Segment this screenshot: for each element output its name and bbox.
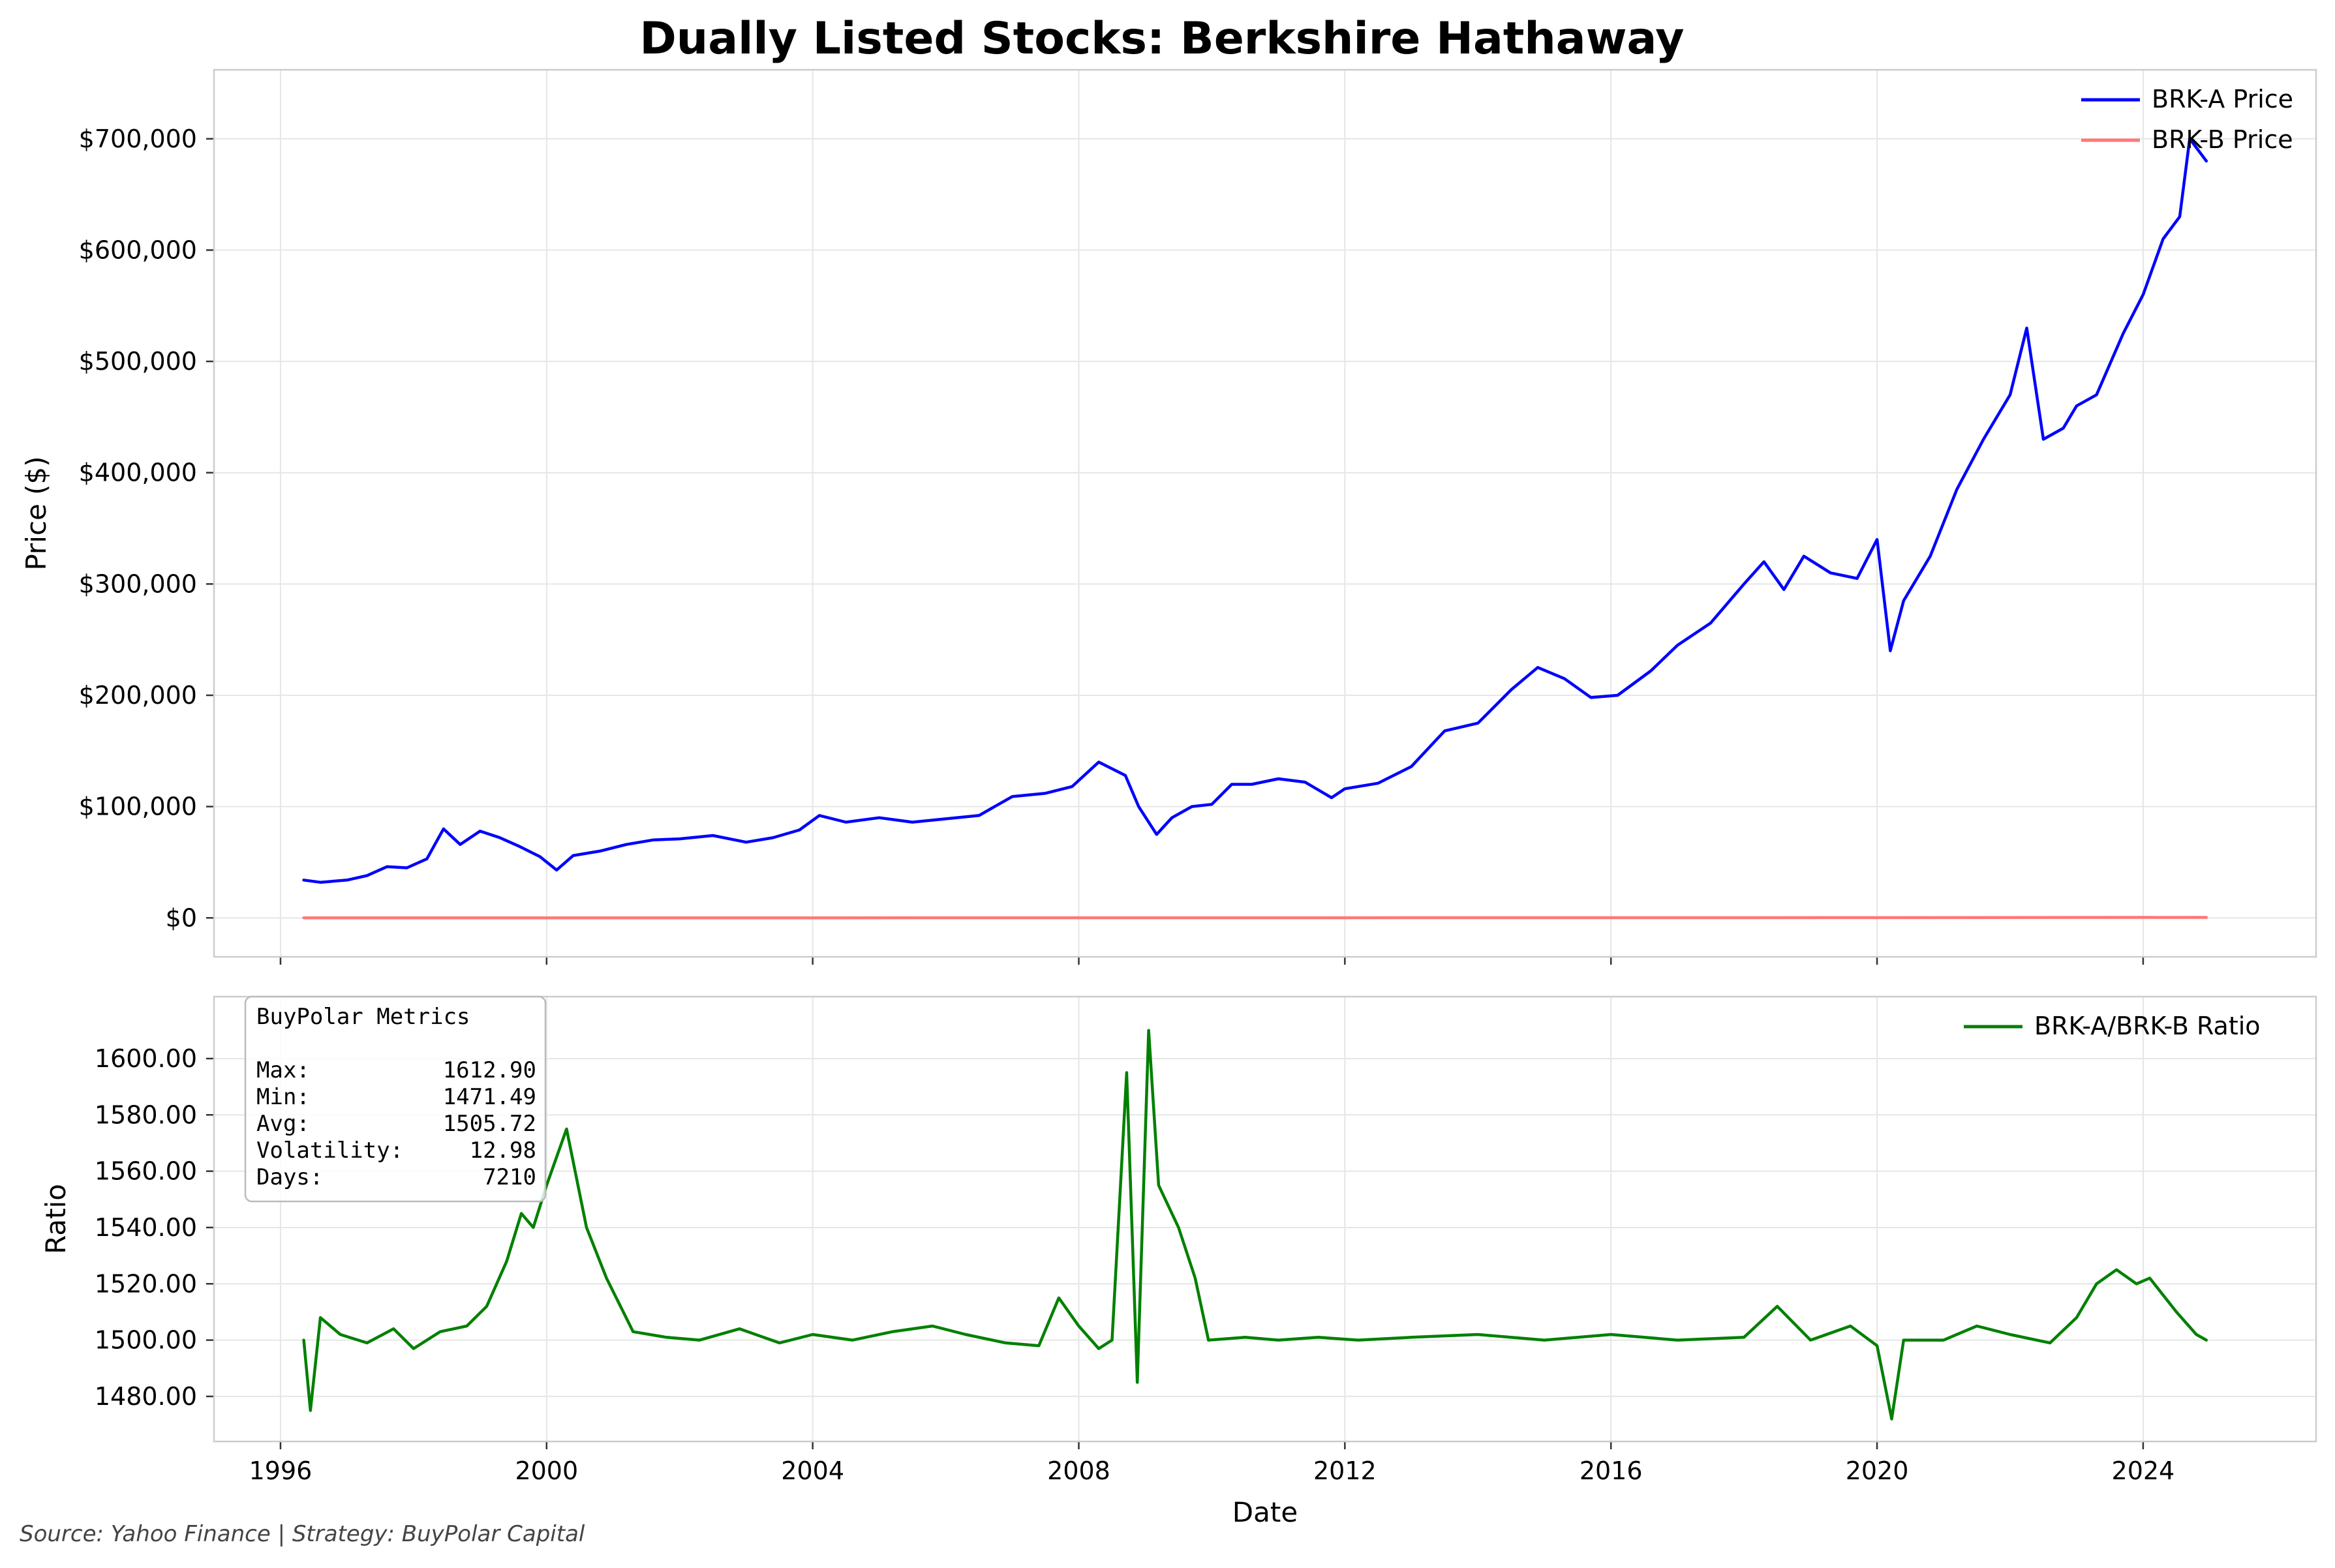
ratio-y-tick-label: 1600.00 <box>95 1044 197 1073</box>
x-tick-label: 2008 <box>1047 1456 1110 1485</box>
legend-label: BRK-A Price <box>2152 85 2293 113</box>
metric-value: 12.98 <box>470 1138 536 1164</box>
source-footer: Source: Yahoo Finance | Strategy: BuyPol… <box>20 1521 585 1547</box>
metrics-heading: BuyPolar Metrics <box>256 1004 470 1030</box>
ratio-x-ticks: 1996 2000 2004 2008 2012 2016 2020 2024 <box>249 1441 2175 1485</box>
price-y-tick-label: $200,000 <box>79 681 197 710</box>
ratio-legend: BRK-A/BRK-B Ratio <box>1964 1012 2261 1040</box>
metric-label: Avg: <box>256 1111 310 1137</box>
metric-value: 1612.90 <box>443 1057 536 1083</box>
price-y-tick-label: $0 <box>166 903 197 932</box>
metric-value: 1505.72 <box>443 1111 536 1137</box>
x-tick-label: 2024 <box>2112 1456 2175 1485</box>
ratio-y-tick-label: 1500.00 <box>95 1326 197 1355</box>
price-x-ticks <box>281 957 2143 965</box>
metric-label: Min: <box>256 1084 310 1110</box>
x-tick-label: 2012 <box>1313 1456 1377 1485</box>
metric-value: 1471.49 <box>443 1084 536 1110</box>
price-panel: $0 $100,000 $200,000 $300,000 $400,000 $500,0… <box>20 70 2316 965</box>
x-tick-label: 2004 <box>781 1456 844 1485</box>
ratio-y-tick-label: 1560.00 <box>95 1157 197 1186</box>
price-legend: BRK-A Price BRK-B Price <box>2081 85 2293 154</box>
price-y-ticks: $0 $100,000 $200,000 $300,000 $400,000 $500,0… <box>79 125 214 932</box>
price-series-layer <box>304 139 2206 918</box>
x-tick-label: 2000 <box>515 1456 578 1485</box>
metric-label: Max: <box>256 1057 310 1083</box>
price-y-tick-label: $300,000 <box>79 569 197 598</box>
metric-value: 7210 <box>483 1164 536 1190</box>
price-y-tick-label: $500,000 <box>79 347 197 376</box>
ratio-y-tick-label: 1540.00 <box>95 1213 197 1242</box>
metric-label: Days: <box>256 1164 323 1190</box>
legend-label: BRK-B Price <box>2152 125 2293 154</box>
ratio-y-tick-label: 1480.00 <box>95 1382 197 1411</box>
price-y-tick-label: $400,000 <box>79 459 197 487</box>
ratio-series-layer <box>304 1031 2206 1419</box>
x-tick-label: 1996 <box>249 1456 313 1485</box>
legend-label: BRK-A/BRK-B Ratio <box>2034 1012 2261 1040</box>
series-line-brk-a-brk-b-ratio <box>304 1031 2206 1419</box>
x-tick-label: 2020 <box>1846 1456 1909 1485</box>
price-y-tick-label: $700,000 <box>79 125 197 153</box>
metric-label: Volatility: <box>256 1138 403 1164</box>
ratio-y-tick-label: 1580.00 <box>95 1100 197 1129</box>
price-axes-frame <box>214 70 2316 957</box>
price-grid <box>214 70 2316 957</box>
ratio-y-ticks: 1480.00 1500.00 1520.00 1540.00 1560.00 1580.… <box>95 1044 214 1411</box>
ratio-y-tick-label: 1520.00 <box>95 1269 197 1298</box>
metrics-box: BuyPolar Metrics Max: 1612.90 Min: 1471.49 A… <box>245 997 545 1201</box>
ratio-y-axis-label: Ratio <box>40 1184 72 1254</box>
price-y-axis-label: Price ($) <box>20 456 52 570</box>
x-tick-label: 2016 <box>1580 1456 1643 1485</box>
chart-title: Dually Listed Stocks: Berkshire Hathaway <box>639 13 1684 65</box>
price-y-tick-label: $100,000 <box>79 792 197 821</box>
price-y-tick-label: $600,000 <box>79 235 197 264</box>
x-axis-label: Date <box>1232 1496 1298 1528</box>
